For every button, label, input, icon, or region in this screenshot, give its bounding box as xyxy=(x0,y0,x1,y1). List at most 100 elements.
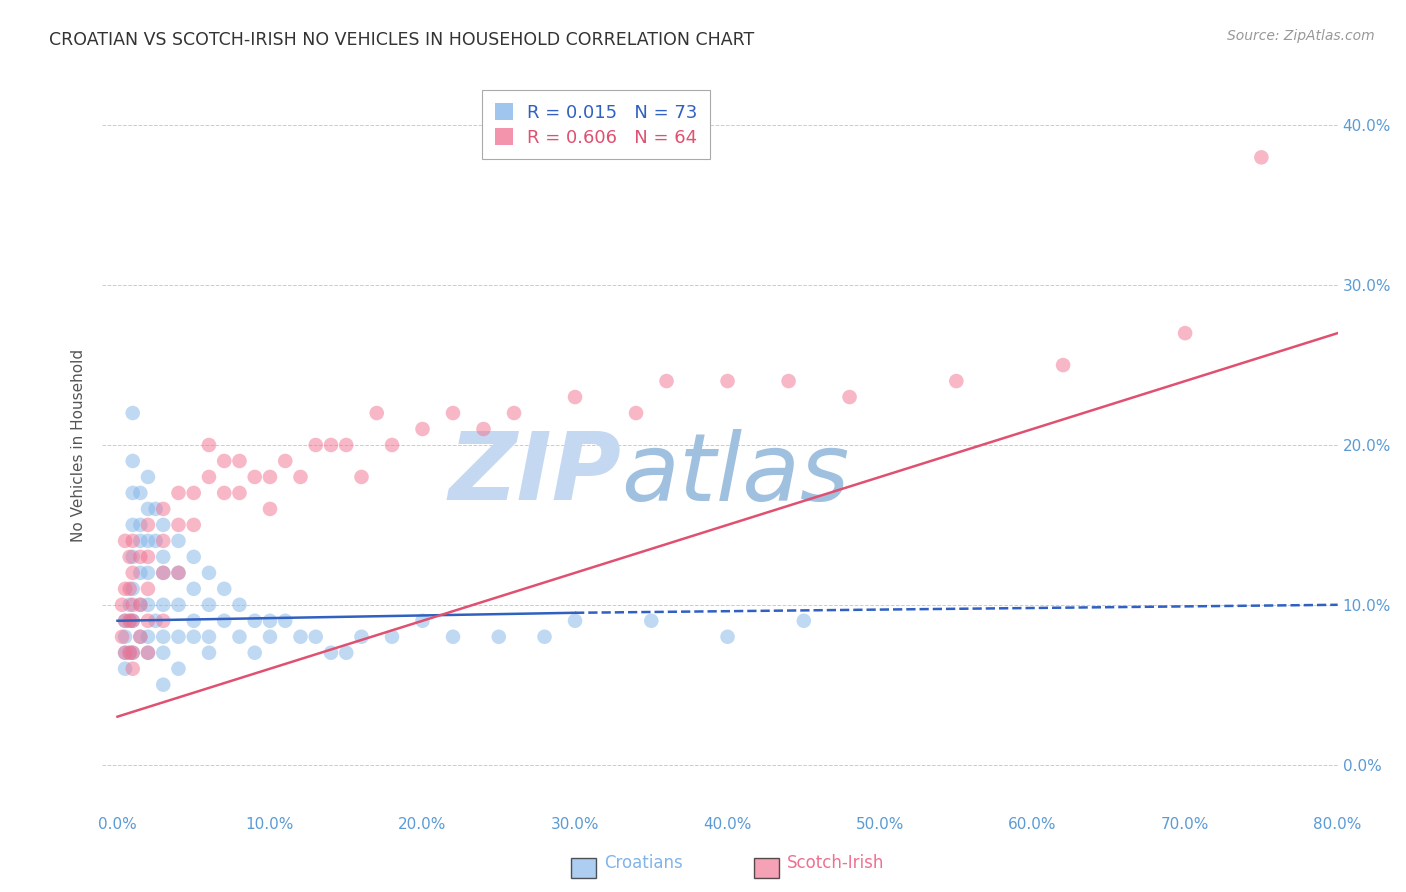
Point xyxy=(121,406,143,420)
Point xyxy=(129,566,152,580)
Point xyxy=(152,549,174,564)
Point xyxy=(533,630,555,644)
Point xyxy=(350,470,373,484)
Point xyxy=(167,630,190,644)
Point xyxy=(129,598,152,612)
Point xyxy=(259,502,281,516)
Point xyxy=(472,422,495,436)
Point xyxy=(136,598,159,612)
Point xyxy=(335,438,357,452)
Point xyxy=(129,517,152,532)
Point xyxy=(145,502,167,516)
Point xyxy=(183,517,205,532)
Point xyxy=(152,517,174,532)
Point xyxy=(793,614,815,628)
Legend: R = 0.015   N = 73, R = 0.606   N = 64: R = 0.015 N = 73, R = 0.606 N = 64 xyxy=(482,90,710,160)
Point xyxy=(167,662,190,676)
Point xyxy=(183,614,205,628)
Point xyxy=(152,630,174,644)
Point xyxy=(274,614,297,628)
Point xyxy=(198,630,221,644)
Point xyxy=(152,566,174,580)
Point xyxy=(259,614,281,628)
Point xyxy=(114,630,136,644)
Point xyxy=(152,502,174,516)
Point xyxy=(121,549,143,564)
Point xyxy=(212,454,235,468)
Point xyxy=(488,630,510,644)
Point xyxy=(114,662,136,676)
Point xyxy=(152,646,174,660)
Point xyxy=(319,438,342,452)
Point xyxy=(350,630,373,644)
Point xyxy=(319,646,342,660)
Point xyxy=(212,614,235,628)
Point xyxy=(564,390,586,404)
Point xyxy=(228,630,250,644)
Point xyxy=(152,566,174,580)
Point xyxy=(118,582,141,596)
Point xyxy=(640,614,662,628)
Point xyxy=(716,374,738,388)
Point xyxy=(167,566,190,580)
Point xyxy=(145,533,167,548)
Point xyxy=(152,678,174,692)
Point xyxy=(152,598,174,612)
Point xyxy=(945,374,967,388)
Point xyxy=(111,630,134,644)
Point xyxy=(381,438,404,452)
Point xyxy=(198,566,221,580)
Point xyxy=(167,517,190,532)
Point xyxy=(243,614,266,628)
Point xyxy=(121,517,143,532)
Point xyxy=(305,630,328,644)
Point xyxy=(136,646,159,660)
Point xyxy=(121,614,143,628)
Point xyxy=(366,406,388,420)
Point xyxy=(129,549,152,564)
Point xyxy=(335,646,357,660)
Point xyxy=(136,630,159,644)
Point xyxy=(129,630,152,644)
Point xyxy=(1250,150,1272,164)
Point xyxy=(290,630,312,644)
Point xyxy=(838,390,860,404)
Point xyxy=(290,470,312,484)
Point xyxy=(121,646,143,660)
Point xyxy=(243,646,266,660)
Point xyxy=(136,646,159,660)
Point xyxy=(778,374,800,388)
Point xyxy=(624,406,647,420)
Point xyxy=(167,533,190,548)
Point xyxy=(114,614,136,628)
Point xyxy=(441,630,464,644)
Point xyxy=(412,422,434,436)
Point xyxy=(1174,326,1197,340)
Text: Croatians: Croatians xyxy=(605,855,683,872)
Point xyxy=(118,598,141,612)
Point xyxy=(259,470,281,484)
Point xyxy=(129,598,152,612)
Point xyxy=(111,598,134,612)
Point xyxy=(228,454,250,468)
Y-axis label: No Vehicles in Household: No Vehicles in Household xyxy=(72,349,86,541)
Point xyxy=(381,630,404,644)
Point xyxy=(1052,358,1074,372)
Point xyxy=(136,470,159,484)
Point xyxy=(121,582,143,596)
Point xyxy=(118,646,141,660)
Point xyxy=(274,454,297,468)
Point xyxy=(121,662,143,676)
Point xyxy=(243,470,266,484)
Point xyxy=(145,614,167,628)
Point xyxy=(198,438,221,452)
Point xyxy=(136,549,159,564)
Point xyxy=(121,614,143,628)
Point xyxy=(655,374,678,388)
Point xyxy=(121,454,143,468)
Point xyxy=(136,614,159,628)
Point xyxy=(167,566,190,580)
Point xyxy=(118,614,141,628)
Point xyxy=(118,549,141,564)
Point xyxy=(152,614,174,628)
